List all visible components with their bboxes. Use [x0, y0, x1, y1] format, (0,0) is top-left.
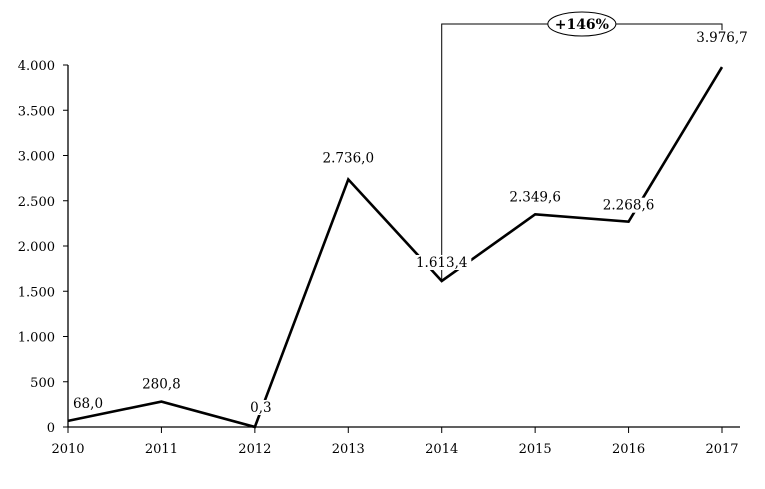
x-tick-label: 2017: [705, 442, 738, 457]
y-tick-label: 3.500: [18, 104, 55, 119]
data-label-bg: [139, 376, 184, 392]
y-tick-label: 2.500: [18, 195, 55, 210]
data-label: 68,0: [73, 396, 103, 412]
data-label-bg: [692, 30, 752, 46]
data-label-bg: [246, 399, 276, 415]
y-tick-label: 500: [30, 376, 55, 391]
x-tick-label: 2015: [519, 442, 552, 457]
data-label-bg: [505, 189, 565, 205]
data-label: 2.268,6: [603, 198, 655, 214]
data-label-bg: [412, 254, 472, 270]
data-label: 1.613,4: [416, 255, 468, 271]
y-tick-label: 3.000: [18, 150, 55, 165]
annotation-label: +146%: [555, 17, 609, 33]
x-tick-label: 2013: [332, 442, 365, 457]
data-label-bg: [69, 395, 107, 411]
data-label: 0,3: [250, 400, 271, 416]
y-tick-label: 1.500: [18, 285, 55, 300]
series-line: [67, 66, 724, 429]
y-tick-label: 2.000: [18, 240, 55, 255]
x-tick-label: 2010: [51, 442, 84, 457]
annotation-ellipse: [547, 11, 617, 37]
y-tick-label: 4.000: [18, 59, 55, 74]
annotation-bracket: [441, 23, 723, 281]
y-tick-label: 0: [47, 421, 55, 436]
data-label: 280,8: [142, 377, 181, 393]
x-tick-label: 2011: [145, 442, 178, 457]
x-tick-label: 2012: [238, 442, 271, 457]
data-label-bg: [318, 150, 378, 166]
y-tick-label: 1.000: [18, 331, 55, 346]
x-tick-label: 2016: [612, 442, 645, 457]
data-label: 2.736,0: [323, 150, 375, 166]
data-label-bg: [598, 197, 659, 213]
data-label: 2.349,6: [509, 189, 561, 205]
x-tick-label: 2014: [425, 442, 458, 457]
data-label: 3.976,7: [696, 30, 748, 46]
